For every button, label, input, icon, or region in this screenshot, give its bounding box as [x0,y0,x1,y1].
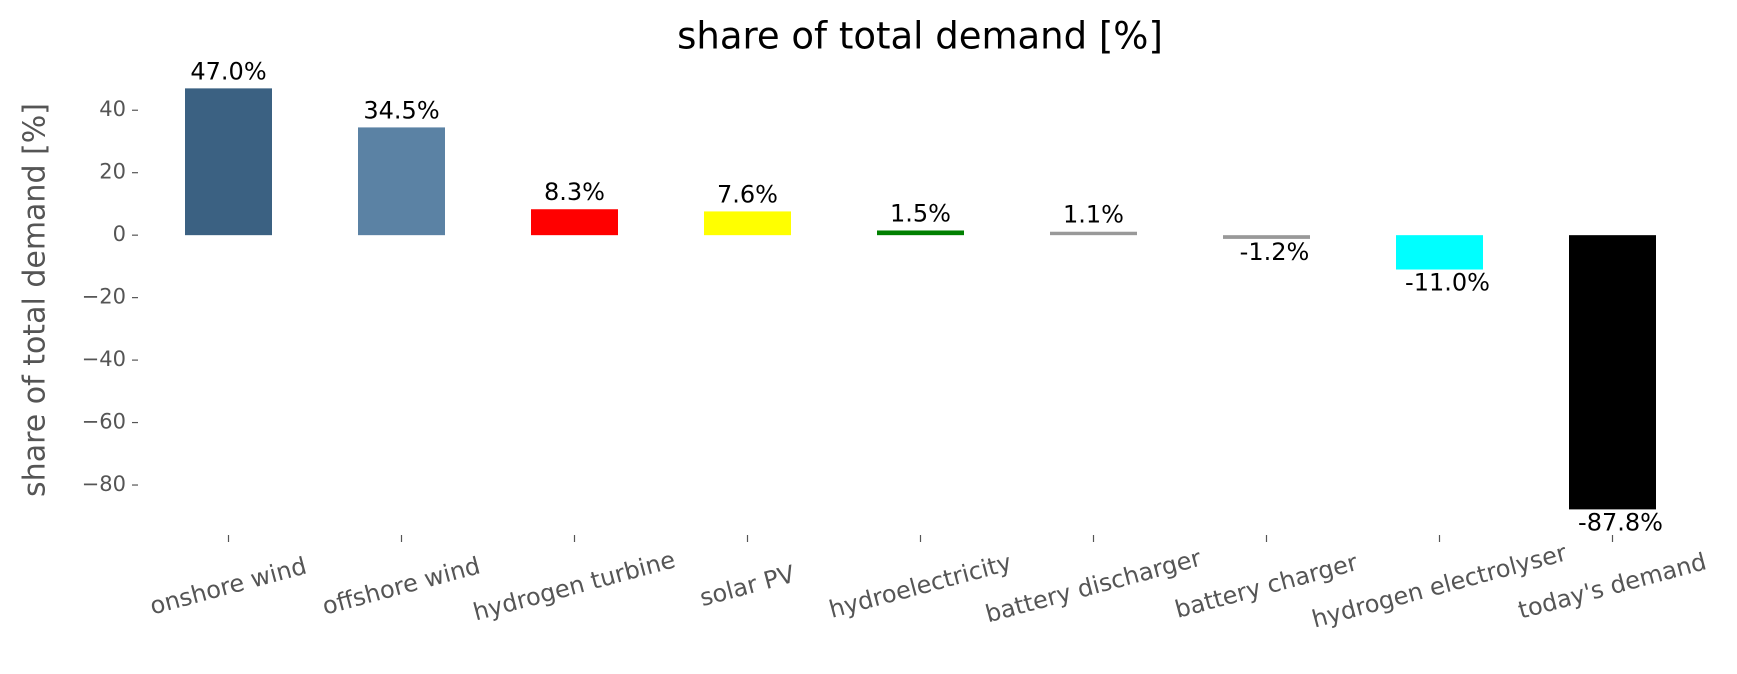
bar [1569,235,1656,510]
bar [704,211,791,236]
value-label: 7.6% [717,180,778,208]
x-tick-label: offshore wind [319,552,483,621]
x-tick-label: hydrogen turbine [470,546,678,627]
y-tick-label: −20 [82,285,126,309]
y-tick-label: 40 [99,97,126,121]
x-tick-label: battery discharger [982,544,1204,629]
bar [185,88,272,236]
bar [1396,235,1483,270]
value-label: 47.0% [190,57,266,85]
bar [1050,231,1137,236]
y-tick-label: −60 [82,410,126,434]
bar [531,209,618,236]
bar [1223,235,1310,239]
chart-title: share of total demand [%] [677,15,1163,58]
value-label: -87.8% [1578,508,1663,536]
x-tick-label: solar PV [697,560,798,612]
value-label: 1.5% [890,199,951,227]
y-axis-label: share of total demand [%] [18,103,53,497]
y-tick-label: 20 [99,160,126,184]
value-label: 34.5% [363,96,439,124]
value-label: 8.3% [544,178,605,206]
bar [358,127,445,236]
y-tick-label: −80 [82,472,126,496]
bar [877,230,964,236]
value-label: 1.1% [1063,201,1124,229]
y-tick-label: 0 [113,222,126,246]
x-tick-label: onshore wind [147,552,310,621]
value-label: -11.0% [1405,269,1490,297]
value-label: -1.2% [1240,238,1310,266]
y-tick-label: −40 [82,347,126,371]
